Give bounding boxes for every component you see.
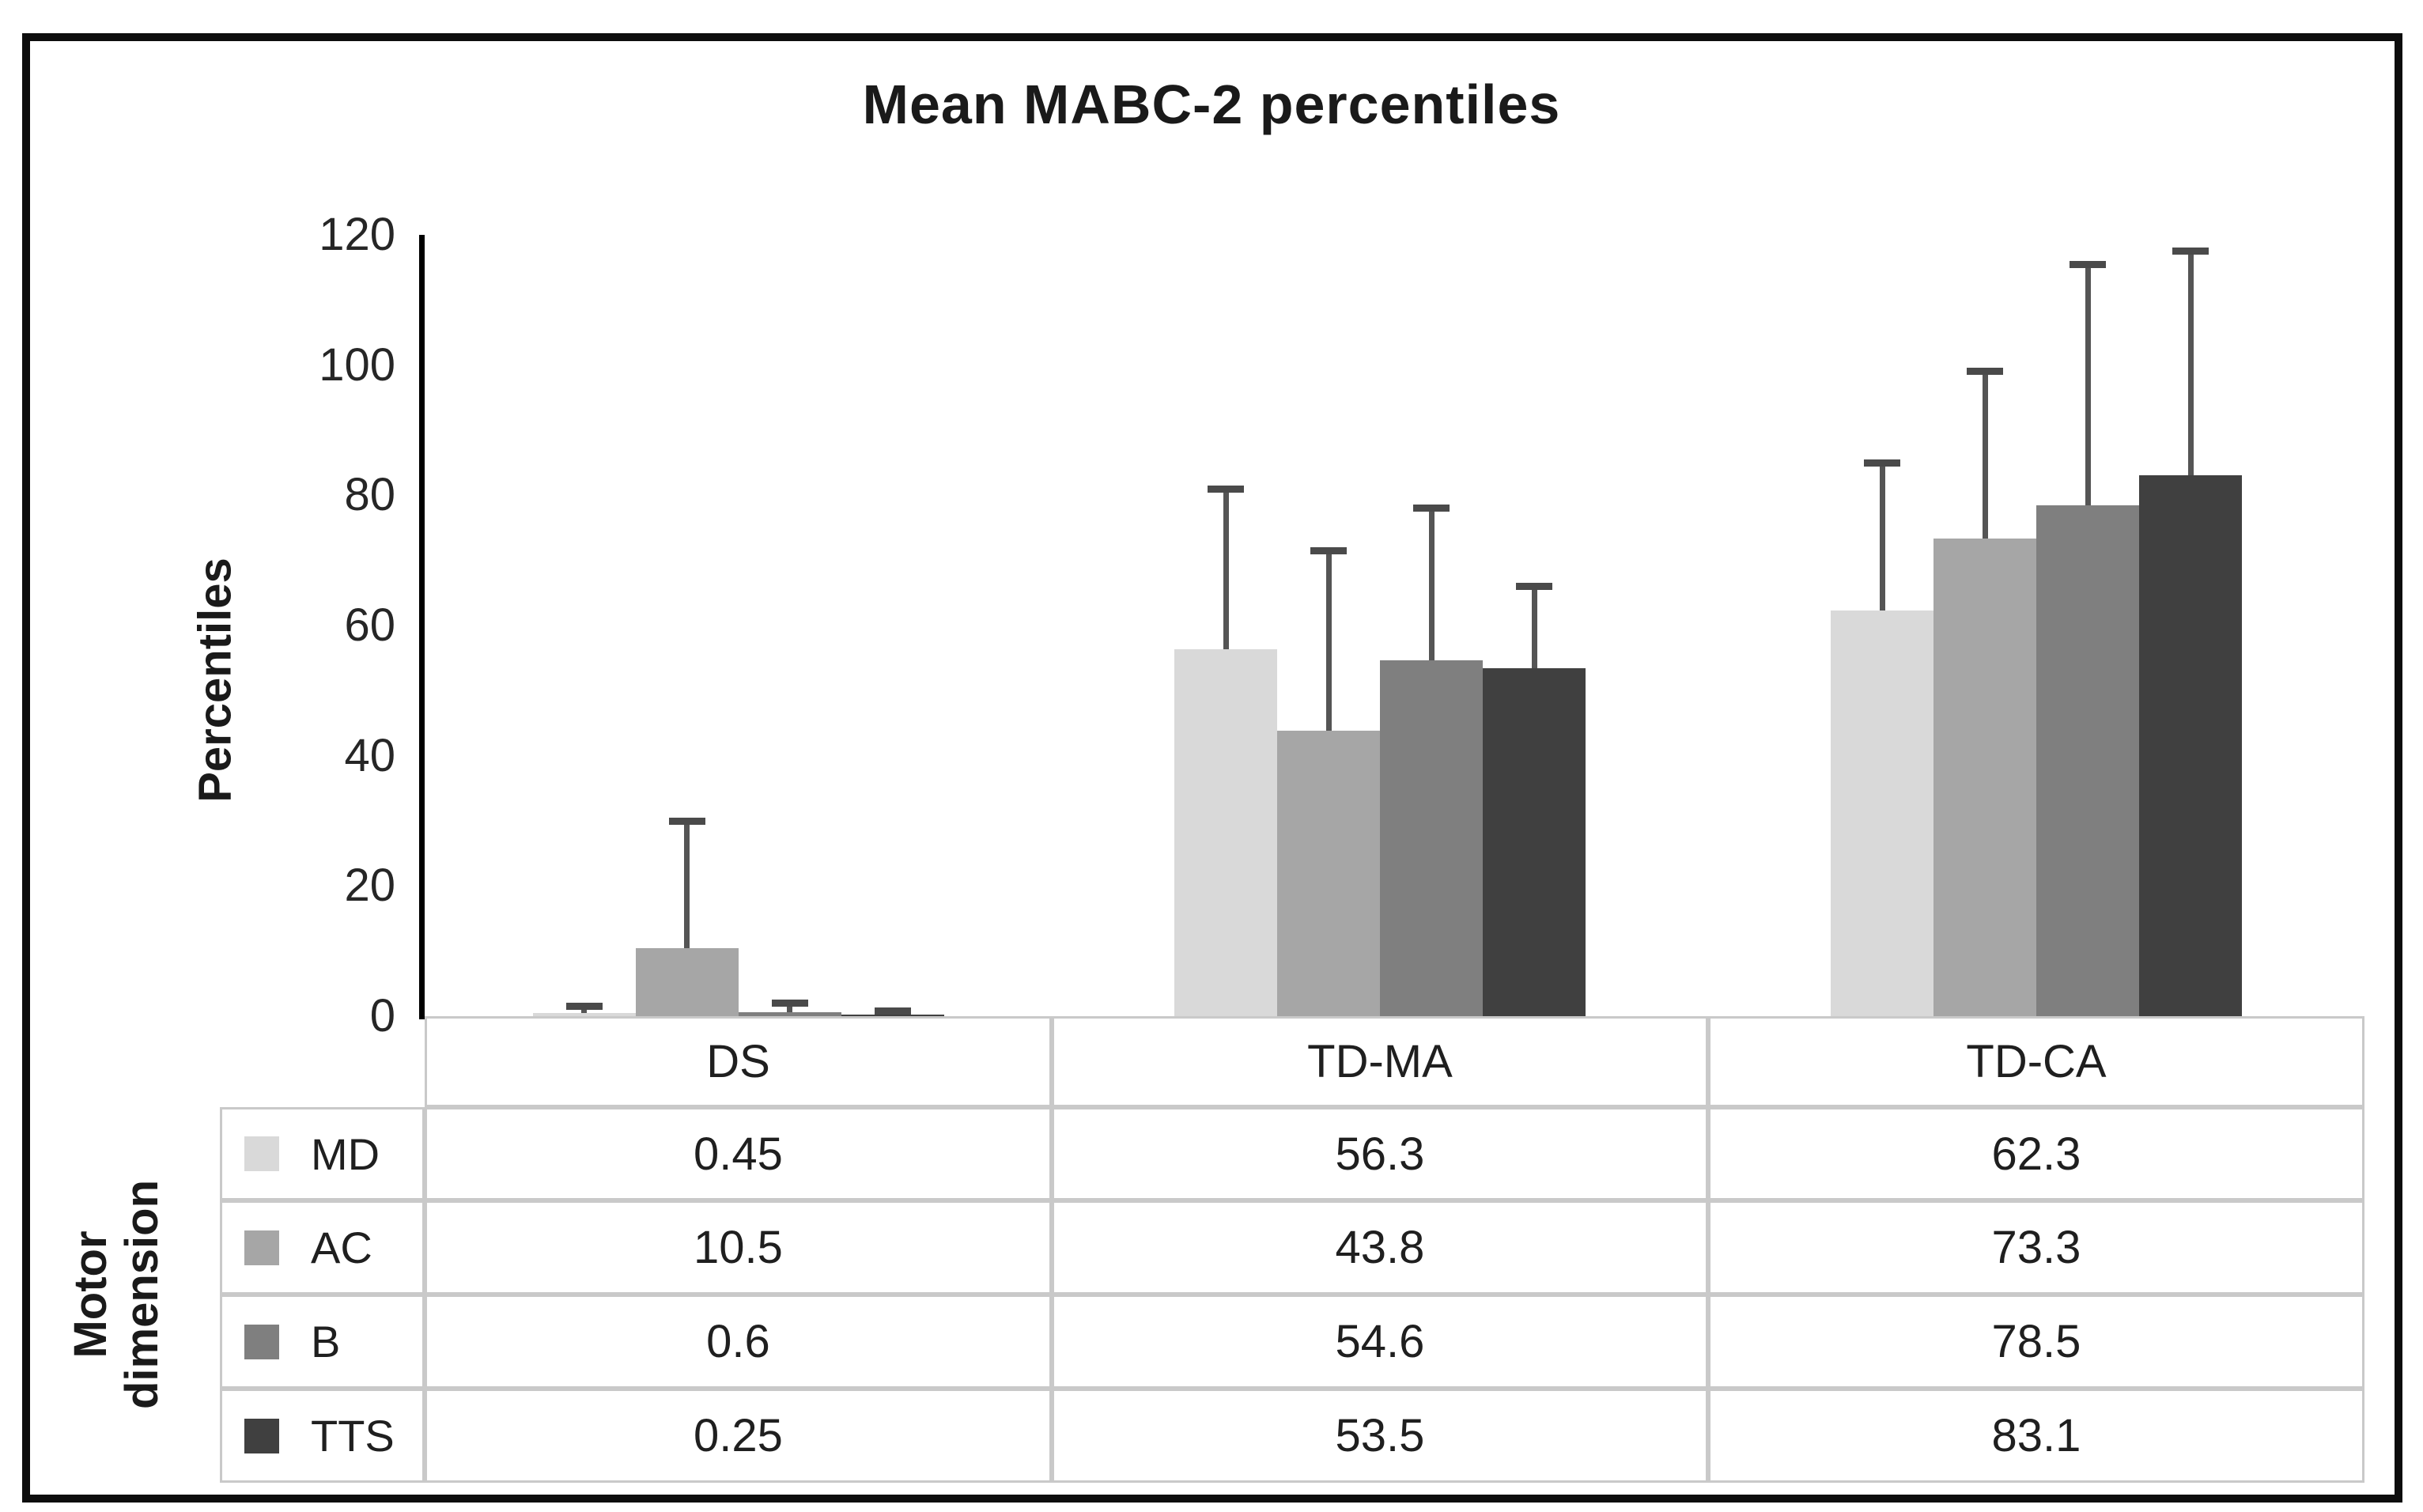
error-cap-TD-MA-AC — [1310, 546, 1347, 554]
legend-label-MD: MD — [311, 1128, 380, 1179]
error-cap-TD-CA-MD — [1864, 459, 1900, 467]
bar-TD-MA-MD — [1174, 649, 1277, 1016]
table-cell-AC-TD-MA: 43.8 — [1052, 1200, 1708, 1295]
y-tick-label-20: 20 — [344, 860, 395, 912]
bar-TD-MA-AC — [1277, 731, 1380, 1016]
table-header-DS: DS — [425, 1016, 1052, 1107]
table-cell-MD-TD-CA: 62.3 — [1708, 1107, 2364, 1200]
legend-label-TTS: TTS — [311, 1411, 395, 1461]
error-cap-TD-MA-B — [1413, 505, 1450, 512]
error-cap-TD-MA-TTS — [1516, 583, 1552, 591]
bar-TD-CA-AC — [1933, 539, 2036, 1016]
y-axis-title: Percentiles — [189, 558, 241, 803]
error-bar-TD-MA-AC — [1325, 550, 1332, 731]
x-axis-title: Motor dimension — [65, 1179, 168, 1410]
bar-DS-TTS — [841, 1014, 944, 1016]
bar-TD-MA-TTS — [1483, 667, 1586, 1016]
table-cell-B-TD-CA: 78.5 — [1708, 1295, 2364, 1389]
error-cap-TD-CA-B — [2070, 260, 2106, 268]
bar-TD-MA-B — [1380, 660, 1483, 1016]
bar-DS-AC — [635, 947, 739, 1016]
error-bar-TD-MA-TTS — [1531, 586, 1537, 668]
table-cell-AC-TD-CA: 73.3 — [1708, 1200, 2364, 1295]
error-cap-TD-CA-AC — [1967, 368, 2003, 376]
table-header-TD-MA: TD-MA — [1052, 1016, 1708, 1107]
error-cap-DS-B — [771, 1000, 808, 1007]
legend-swatch-AC — [244, 1230, 279, 1265]
bar-TD-CA-B — [2036, 505, 2139, 1016]
y-tick-label-120: 120 — [319, 209, 395, 260]
chart-title: Mean MABC-2 percentiles — [862, 74, 1561, 135]
legend-swatch-B — [244, 1324, 279, 1359]
error-bar-TD-CA-MD — [1879, 463, 1885, 611]
error-bar-TD-MA-MD — [1223, 489, 1229, 650]
y-tick-label-0: 0 — [369, 990, 395, 1041]
table-cell-AC-DS: 10.5 — [425, 1200, 1052, 1295]
legend-cell-MD: MD — [220, 1107, 425, 1200]
y-tick-label-80: 80 — [344, 469, 395, 521]
bar-DS-B — [738, 1012, 841, 1016]
error-bar-TD-CA-TTS — [2187, 251, 2194, 475]
table-cell-MD-TD-MA: 56.3 — [1052, 1107, 1708, 1200]
legend-swatch-MD — [244, 1136, 279, 1171]
error-cap-DS-AC — [668, 817, 705, 825]
error-bar-TD-CA-AC — [1982, 371, 1988, 539]
error-cap-DS-TTS — [874, 1007, 911, 1015]
table-header-TD-CA: TD-CA — [1708, 1016, 2364, 1107]
y-tick-label-100: 100 — [319, 338, 395, 391]
table-cell-MD-DS: 0.45 — [425, 1107, 1052, 1200]
y-axis-line — [419, 235, 425, 1019]
error-bar-TD-MA-B — [1428, 508, 1435, 661]
legend-label-AC: AC — [311, 1223, 372, 1272]
table-cell-TTS-TD-CA: 83.1 — [1708, 1389, 2364, 1483]
error-cap-DS-MD — [565, 1003, 603, 1011]
error-bar-TD-CA-B — [2085, 264, 2091, 505]
bar-TD-CA-TTS — [2139, 474, 2242, 1016]
legend-cell-TTS: TTS — [220, 1389, 425, 1483]
table-cell-TTS-DS: 0.25 — [425, 1389, 1052, 1483]
error-bar-DS-B — [787, 1003, 792, 1013]
legend-label-B: B — [311, 1317, 341, 1366]
legend-cell-AC: AC — [220, 1200, 425, 1295]
error-bar-DS-AC — [684, 821, 690, 948]
y-tick-label-40: 40 — [344, 729, 395, 781]
legend-cell-B: B — [220, 1295, 425, 1389]
bar-DS-MD — [532, 1013, 636, 1016]
error-cap-TD-CA-TTS — [2172, 248, 2209, 255]
legend-swatch-TTS — [244, 1418, 279, 1453]
error-cap-TD-MA-MD — [1208, 485, 1244, 493]
bar-TD-CA-MD — [1831, 610, 1933, 1016]
table-cell-B-TD-MA: 54.6 — [1052, 1295, 1708, 1389]
table-cell-TTS-TD-MA: 53.5 — [1052, 1389, 1708, 1483]
table-cell-B-DS: 0.6 — [425, 1295, 1052, 1389]
y-tick-label-60: 60 — [344, 599, 395, 651]
